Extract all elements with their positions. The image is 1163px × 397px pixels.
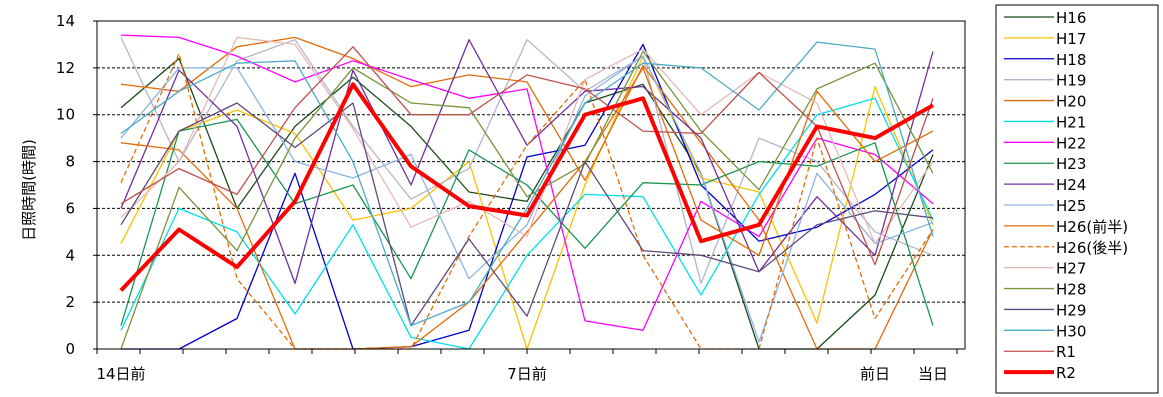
legend-label: H24 <box>1056 176 1086 194</box>
series-line-15 <box>120 102 934 327</box>
series-line-6 <box>120 97 934 350</box>
y-tick-label: 10 <box>56 106 75 124</box>
y-tick-label: 6 <box>65 199 75 217</box>
series-line-7 <box>120 34 934 331</box>
legend-label: H22 <box>1056 134 1086 152</box>
series-line-8 <box>120 118 934 326</box>
y-tick-label: 14 <box>56 12 75 30</box>
x-tick-label: 当日 <box>918 365 948 383</box>
y-tick-label: 8 <box>65 153 75 171</box>
series-line-11 <box>120 67 934 350</box>
y-tick-label: 12 <box>56 59 75 77</box>
series-line-17 <box>120 46 934 266</box>
legend-label: H25 <box>1056 197 1086 215</box>
y-tick-label: 4 <box>65 246 75 264</box>
legend-label: H21 <box>1056 113 1086 131</box>
legend-label: H30 <box>1056 322 1086 340</box>
series-line-12 <box>120 53 934 350</box>
legend-label: R1 <box>1056 343 1076 361</box>
legend-box <box>995 4 1159 394</box>
series-line-18 <box>119 82 934 292</box>
legend-label: R2 <box>1056 364 1076 382</box>
series-line-10 <box>120 55 934 343</box>
y-tick-label: 2 <box>65 293 75 311</box>
legend-label: H26(後半) <box>1056 239 1128 257</box>
series-line-3 <box>121 43 934 350</box>
legend-label: H28 <box>1056 281 1086 299</box>
legend-label: H18 <box>1056 51 1086 69</box>
y-axis-label: 日照時間(時間) <box>20 139 38 241</box>
x-tick-label: 7日前 <box>507 365 547 383</box>
series-line-16 <box>120 41 934 327</box>
series-line-14 <box>120 50 934 350</box>
x-tick-label: 14日前 <box>96 365 145 383</box>
series-line-5 <box>120 36 934 350</box>
series-line-13 <box>120 36 934 245</box>
legend-label: H29 <box>1056 301 1086 319</box>
legend: H16 H17 H18 H19 H20 H21 H22 H23 H24 H25 H26(前半) H26… <box>995 4 1159 394</box>
plot-frame <box>96 20 966 350</box>
series-line-4 <box>120 37 934 285</box>
x-tick-label: 前日 <box>860 365 890 383</box>
legend-label: H17 <box>1056 30 1086 48</box>
legend-label: H20 <box>1056 93 1086 111</box>
series-lines <box>119 34 934 350</box>
legend-label: H26(前半) <box>1056 218 1128 236</box>
legend-label: H16 <box>1056 9 1086 27</box>
legend-label: H27 <box>1056 260 1086 278</box>
y-tick-label: 0 <box>65 340 75 358</box>
legend-label: H19 <box>1056 72 1086 90</box>
legend-label: H23 <box>1056 155 1086 173</box>
series-line-9 <box>120 39 934 285</box>
axes: 0 2 4 6 8 10 12 14 14日前 7日前 前日 当日 <box>56 12 966 383</box>
